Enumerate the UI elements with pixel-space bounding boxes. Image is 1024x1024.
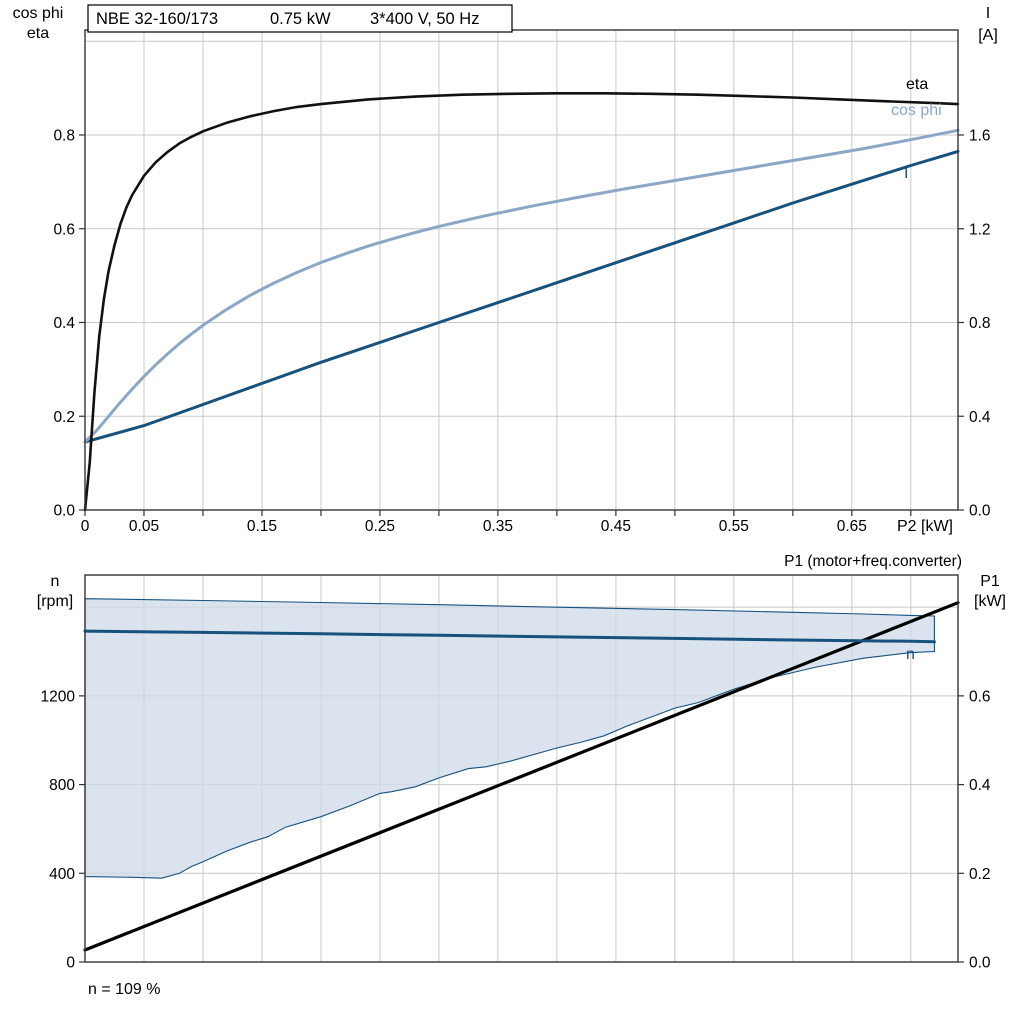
bottom-right-axis-label-line2: [kW] — [974, 593, 1006, 610]
top-left-axis-label-line2: eta — [27, 25, 49, 42]
chart-title-box — [87, 4, 513, 33]
y-left-tick-label: 0 — [66, 955, 75, 972]
bottom-right-axis-label-line1: P1 — [980, 573, 1000, 590]
title-supply: 3*400 V, 50 Hz — [370, 10, 479, 28]
y-right-tick-label: 1.6 — [969, 128, 991, 145]
bottom-left-axis-label-line2: [rpm] — [37, 593, 73, 610]
title-model: NBE 32-160/173 — [96, 10, 218, 28]
y-right-tick-label: 0.2 — [969, 866, 991, 883]
plot-frame — [84, 29, 959, 511]
x-tick-label: 0.25 — [365, 518, 395, 535]
curve-p1-motor-freq-converter- — [83, 601, 960, 952]
eta-curve-label: eta — [906, 76, 928, 93]
bottom-left-axis-label-line1: n — [51, 573, 60, 590]
y-left-tick-label: 800 — [49, 777, 75, 794]
speed-operating-range — [84, 598, 935, 879]
y-right-tick-label: 0.4 — [969, 777, 991, 794]
curve-n — [83, 629, 936, 644]
y-right-tick-label: 0.0 — [969, 955, 991, 972]
x-tick-label: 0.15 — [247, 518, 277, 535]
y-left-tick-label: 0.6 — [53, 221, 75, 238]
y-right-tick-label: 0.8 — [969, 315, 991, 332]
y-left-tick-label: 0.4 — [53, 315, 75, 332]
x-tick-label: 0.55 — [719, 518, 749, 535]
curve-cos-phi — [83, 128, 960, 444]
lower-chart: 0 400 800 1200 0.0 0.2 0.4 0.6 — [41, 574, 991, 972]
top-right-axis-label-line2: [A] — [978, 27, 998, 44]
x-tick-label: 0.65 — [837, 518, 867, 535]
x-axis-label: P2 [kW] — [897, 518, 953, 535]
x-tick-label: 0.45 — [601, 518, 631, 535]
x-tick-label: 0.05 — [129, 518, 159, 535]
y-right-tick-label: 1.2 — [969, 221, 991, 238]
plot-frame — [84, 574, 959, 963]
x-tick-label: 0 — [81, 518, 90, 535]
gridlines — [85, 30, 958, 510]
tick-labels: 0 400 800 1200 0.0 0.2 0.4 0.6 — [41, 688, 991, 971]
title-power: 0.75 kW — [270, 10, 331, 28]
curve-i — [83, 149, 960, 444]
y-left-tick-label: 1200 — [41, 688, 76, 705]
y-left-tick-label: 0.0 — [53, 503, 75, 520]
y-left-tick-label: 400 — [49, 866, 75, 883]
x-tick-label: 0.35 — [483, 518, 513, 535]
y-right-tick-label: 0.6 — [969, 688, 991, 705]
top-left-axis-label-line1: cos phi — [13, 5, 64, 22]
current-curve-label: I — [904, 165, 908, 182]
cosphi-curve-label: cos phi — [891, 102, 942, 119]
curve-eta — [83, 92, 960, 512]
upper-chart: 0.0 0.2 0.4 0.6 0.8 0.0 0.4 0.8 1.2 1.6 0 0.05 0.15 0… — [53, 29, 991, 536]
y-right-tick-label: 0.0 — [969, 503, 991, 520]
p1-line-label: P1 (motor+freq.converter) — [784, 553, 962, 570]
speed-note: n = 109 % — [88, 981, 161, 998]
top-right-axis-label-line1: I — [986, 5, 990, 22]
n-curve-label: n — [906, 646, 915, 663]
y-left-tick-label: 0.2 — [53, 409, 75, 426]
y-right-tick-label: 0.4 — [969, 409, 991, 426]
tick-labels: 0.0 0.2 0.4 0.6 0.8 0.0 0.4 0.8 1.2 1.6 0 0.05 0.15 0… — [53, 128, 990, 536]
y-left-tick-label: 0.8 — [53, 128, 75, 145]
